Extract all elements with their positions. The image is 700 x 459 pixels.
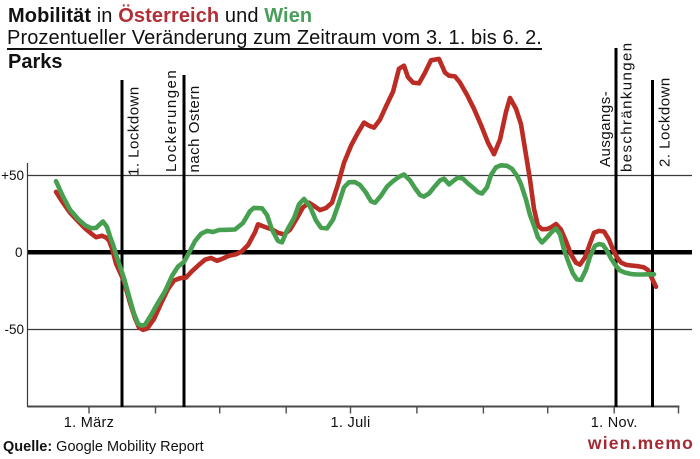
svg-text:+50: +50 [1,168,24,183]
svg-text:Ausgangs-: Ausgangs- [597,91,614,167]
svg-text:nach Ostern: nach Ostern [186,85,203,172]
svg-text:beschränkungen: beschränkungen [619,41,636,172]
svg-text:-50: -50 [4,322,24,337]
svg-text:1. Lockdown: 1. Lockdown [126,86,143,176]
svg-text:1. März: 1. März [64,415,114,431]
svg-text:Lockerungen: Lockerungen [163,69,180,172]
svg-text:0: 0 [15,245,23,260]
svg-text:2. Lockdown: 2. Lockdown [657,77,674,167]
svg-text:1. Juli: 1. Juli [331,415,371,431]
svg-text:1. Nov.: 1. Nov. [591,415,638,431]
